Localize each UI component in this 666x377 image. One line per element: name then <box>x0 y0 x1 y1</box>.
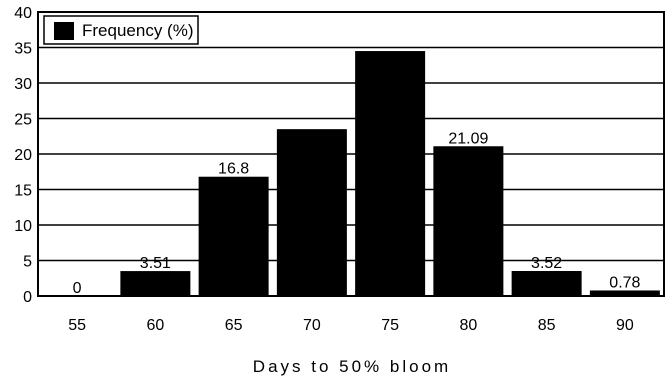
bar <box>511 271 582 296</box>
bars <box>120 51 660 296</box>
x-tick-label: 70 <box>303 317 321 334</box>
bar <box>589 290 660 296</box>
x-tick-label: 85 <box>538 317 556 334</box>
y-tick-label: 40 <box>14 5 32 22</box>
y-tick-label: 25 <box>14 112 32 129</box>
x-axis-title: Days to 50% bloom <box>253 357 451 376</box>
x-tick-label: 80 <box>459 317 477 334</box>
y-tick-label: 30 <box>14 76 32 93</box>
x-tick-label: 60 <box>146 317 164 334</box>
x-tick-label: 65 <box>225 317 243 334</box>
bar <box>433 146 504 296</box>
data-label: 0 <box>73 280 82 297</box>
y-tick-label: 15 <box>14 183 32 200</box>
data-label: 3.52 <box>531 255 562 272</box>
x-tick-label: 55 <box>68 317 86 334</box>
legend-swatch <box>54 22 74 40</box>
bar <box>198 176 269 296</box>
bar <box>120 271 191 296</box>
legend: Frequency (%) <box>43 15 199 45</box>
x-tick-label: 75 <box>381 317 399 334</box>
data-label: 21.09 <box>448 130 488 147</box>
data-labels: 0 3.51 16.8 21.09 3.52 0.78 <box>73 130 641 297</box>
x-tick-label: 90 <box>616 317 634 334</box>
y-tick-label: 0 <box>23 289 32 306</box>
bar <box>276 129 347 296</box>
legend-label: Frequency (%) <box>82 21 193 40</box>
data-label: 16.8 <box>218 161 249 178</box>
x-tick-labels: 55 60 65 70 75 80 85 90 <box>68 317 634 334</box>
y-tick-label: 35 <box>14 41 32 58</box>
y-tick-label: 20 <box>14 147 32 164</box>
data-label: 3.51 <box>140 255 171 272</box>
y-tick-label: 10 <box>14 218 32 235</box>
y-tick-labels: 0 5 10 15 20 25 30 35 40 <box>14 5 32 306</box>
gridlines <box>38 46 664 262</box>
plot-frame <box>37 11 665 297</box>
bar <box>355 51 426 296</box>
y-tick-label: 5 <box>23 254 32 271</box>
data-label: 0.78 <box>609 274 640 291</box>
